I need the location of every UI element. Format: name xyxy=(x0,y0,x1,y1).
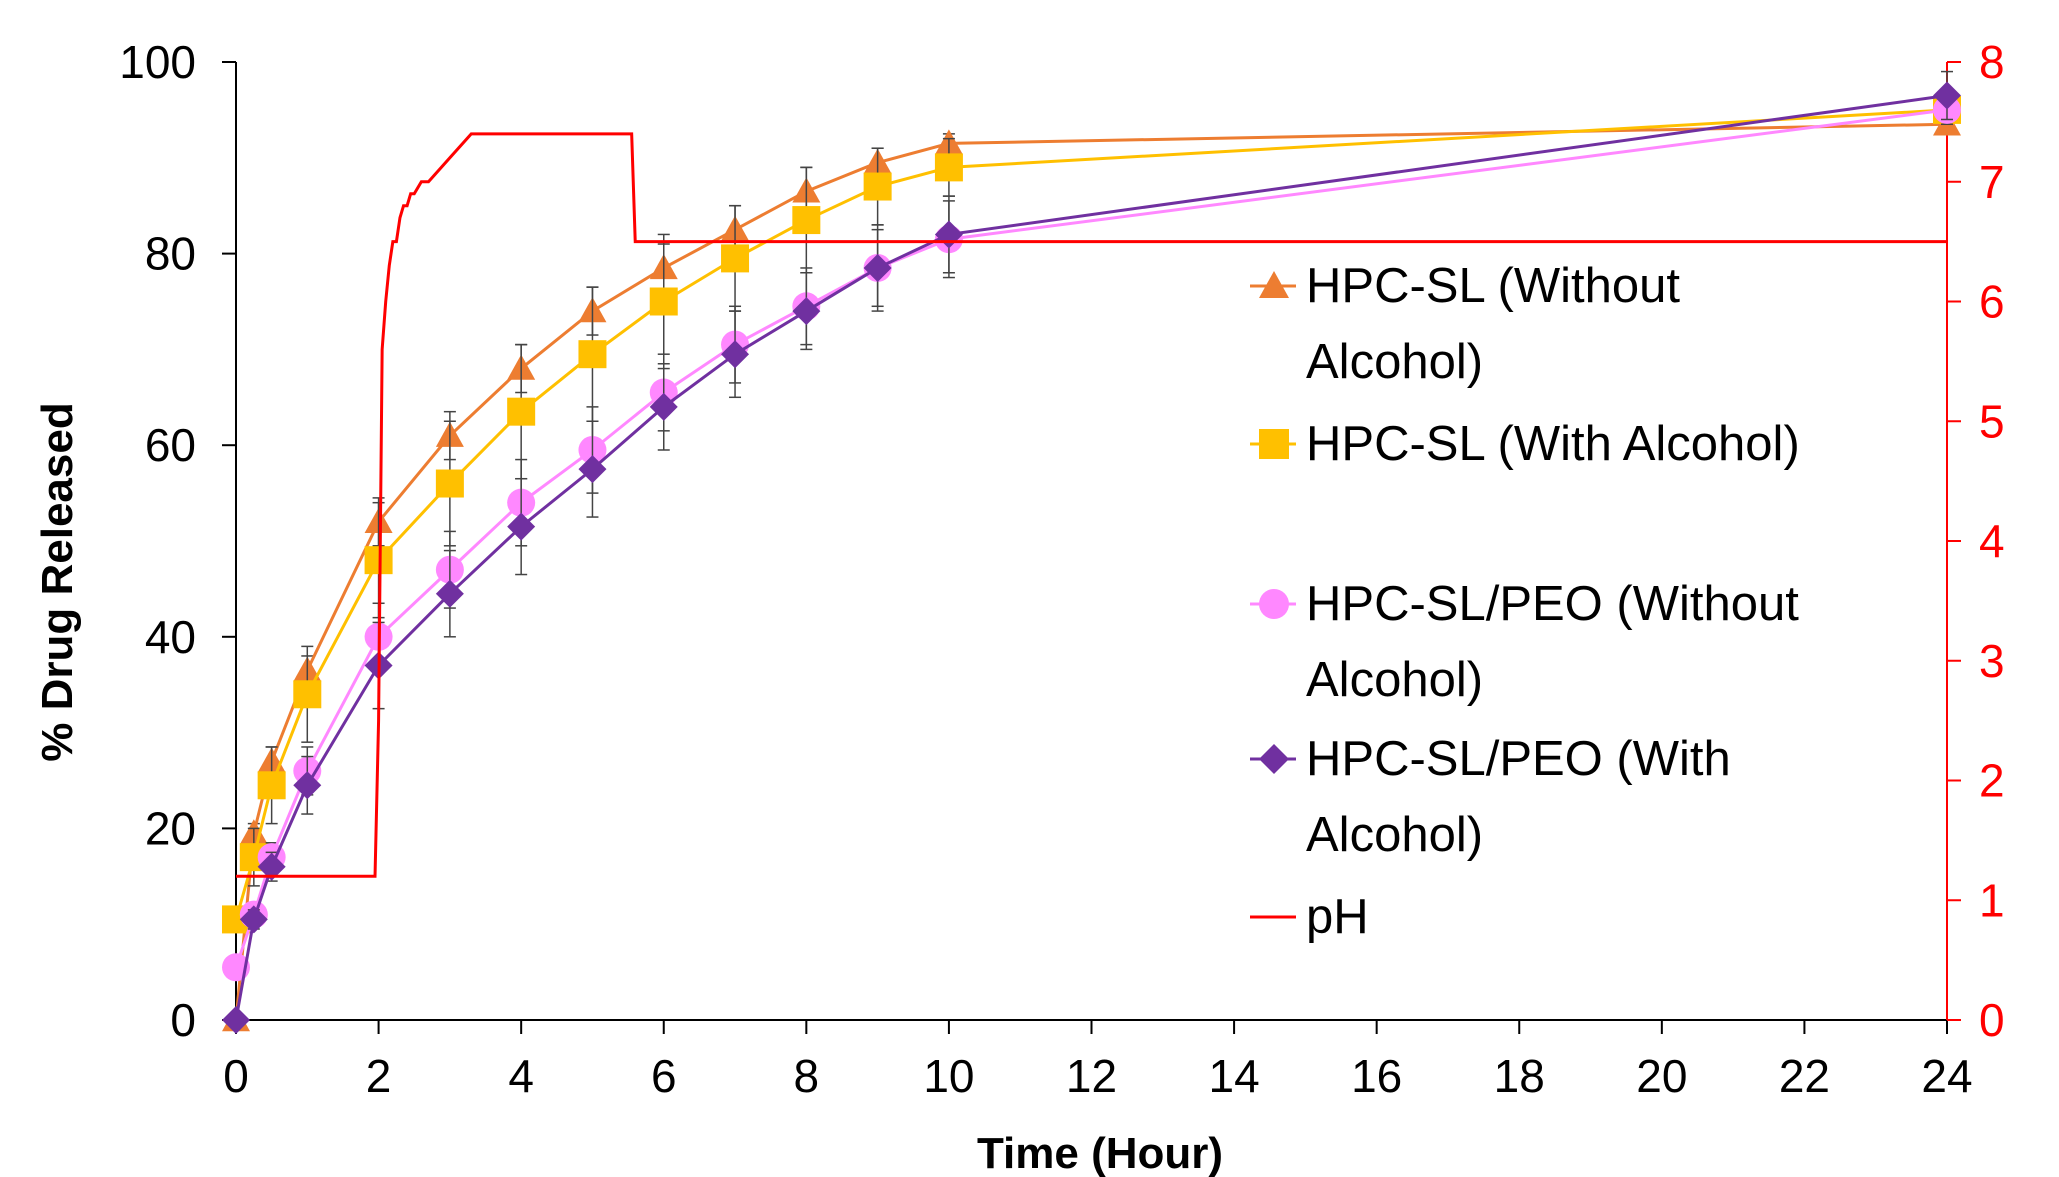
y2-tick-label: 5 xyxy=(1979,395,2005,447)
legend: HPC-SL (Without Alcohol) HPC-SL (With Alco… xyxy=(1250,259,1800,944)
y-axis-title: % Drug Released xyxy=(33,402,82,761)
y2-tick-label: 1 xyxy=(1979,874,2005,926)
series-4 xyxy=(236,132,1947,878)
x-tick-label: 16 xyxy=(1351,1050,1402,1102)
legend-item-1: HPC-SL (With Alcohol) xyxy=(1250,417,1800,471)
data-point xyxy=(792,206,821,235)
series-line xyxy=(234,122,1948,1021)
x-tick-label: 14 xyxy=(1208,1050,1259,1102)
y2-tick-label: 4 xyxy=(1979,515,2005,567)
x-tick-label: 8 xyxy=(794,1050,820,1102)
data-point xyxy=(578,455,607,484)
data-point xyxy=(721,340,750,369)
data-point xyxy=(435,579,464,608)
series-layer xyxy=(222,70,1961,1034)
series-2 xyxy=(222,94,1961,982)
legend-item-0: HPC-SL (Without Alcohol) xyxy=(1250,259,1680,389)
series-line xyxy=(234,94,1948,1021)
x-tick-label: 24 xyxy=(1921,1050,1972,1102)
data-point xyxy=(649,287,678,316)
legend-item-3: HPC-SL/PEO (With Alcohol) xyxy=(1250,732,1731,862)
data-point xyxy=(257,852,286,881)
x-tick-label: 0 xyxy=(223,1050,249,1102)
y-tick-label: 0 xyxy=(170,994,196,1046)
legend-label: Alcohol) xyxy=(1306,335,1483,389)
series-line xyxy=(234,108,1948,968)
data-point xyxy=(863,253,892,282)
legend-label: Alcohol) xyxy=(1306,653,1483,707)
series-line xyxy=(236,132,1947,878)
x-tick-label: 6 xyxy=(651,1050,677,1102)
data-point xyxy=(721,244,750,273)
x-tick-label: 22 xyxy=(1779,1050,1830,1102)
y-tick-label: 40 xyxy=(145,611,196,663)
y2-tick-label: 0 xyxy=(1979,994,2005,1046)
x-axis-title: Time (Hour) xyxy=(977,1129,1223,1177)
x-tick-label: 18 xyxy=(1494,1050,1545,1102)
data-point xyxy=(1259,589,1289,619)
data-point xyxy=(1933,81,1961,110)
y2-tick-label: 2 xyxy=(1979,755,2005,807)
data-point xyxy=(257,771,286,800)
data-point xyxy=(435,469,464,498)
y-tick-label: 100 xyxy=(119,36,196,88)
x-tick-label: 12 xyxy=(1066,1050,1117,1102)
y-tick-label: 60 xyxy=(145,419,196,471)
x-tick-label: 4 xyxy=(508,1050,534,1102)
data-point xyxy=(293,771,322,800)
legend-item-4: pH xyxy=(1250,890,1369,944)
y2-tick-label: 3 xyxy=(1979,635,2005,687)
legend-item-2: HPC-SL/PEO (Without Alcohol) xyxy=(1250,577,1799,707)
y2-tick-label: 6 xyxy=(1979,276,2005,328)
data-point xyxy=(1259,271,1289,298)
series-line xyxy=(234,108,1948,920)
data-point xyxy=(578,340,607,369)
legend-label: pH xyxy=(1306,890,1369,944)
data-point xyxy=(293,680,322,709)
data-point xyxy=(1259,744,1289,774)
legend-label: Alcohol) xyxy=(1306,808,1483,862)
data-point xyxy=(239,905,268,934)
x-tick-label: 2 xyxy=(366,1050,392,1102)
legend-label: HPC-SL (With Alcohol) xyxy=(1306,417,1800,471)
data-point xyxy=(934,153,963,182)
data-point xyxy=(222,1006,250,1034)
data-point xyxy=(649,392,678,421)
data-point xyxy=(1259,429,1289,459)
x-tick-label: 20 xyxy=(1636,1050,1687,1102)
legend-label: HPC-SL/PEO (Without xyxy=(1306,577,1799,631)
data-point xyxy=(507,397,536,426)
data-point xyxy=(792,297,821,326)
x-tick-label: 10 xyxy=(923,1050,974,1102)
y2-tick-label: 7 xyxy=(1979,156,2005,208)
y-tick-label: 20 xyxy=(145,802,196,854)
legend-label: HPC-SL/PEO (With xyxy=(1306,732,1731,786)
series-0 xyxy=(222,110,1961,1032)
series-3 xyxy=(222,70,1961,1034)
data-point xyxy=(863,172,892,201)
data-point xyxy=(507,512,536,541)
legend-label: HPC-SL (Without xyxy=(1306,259,1680,313)
y2-tick-label: 8 xyxy=(1979,36,2005,88)
y-tick-label: 80 xyxy=(145,228,196,280)
